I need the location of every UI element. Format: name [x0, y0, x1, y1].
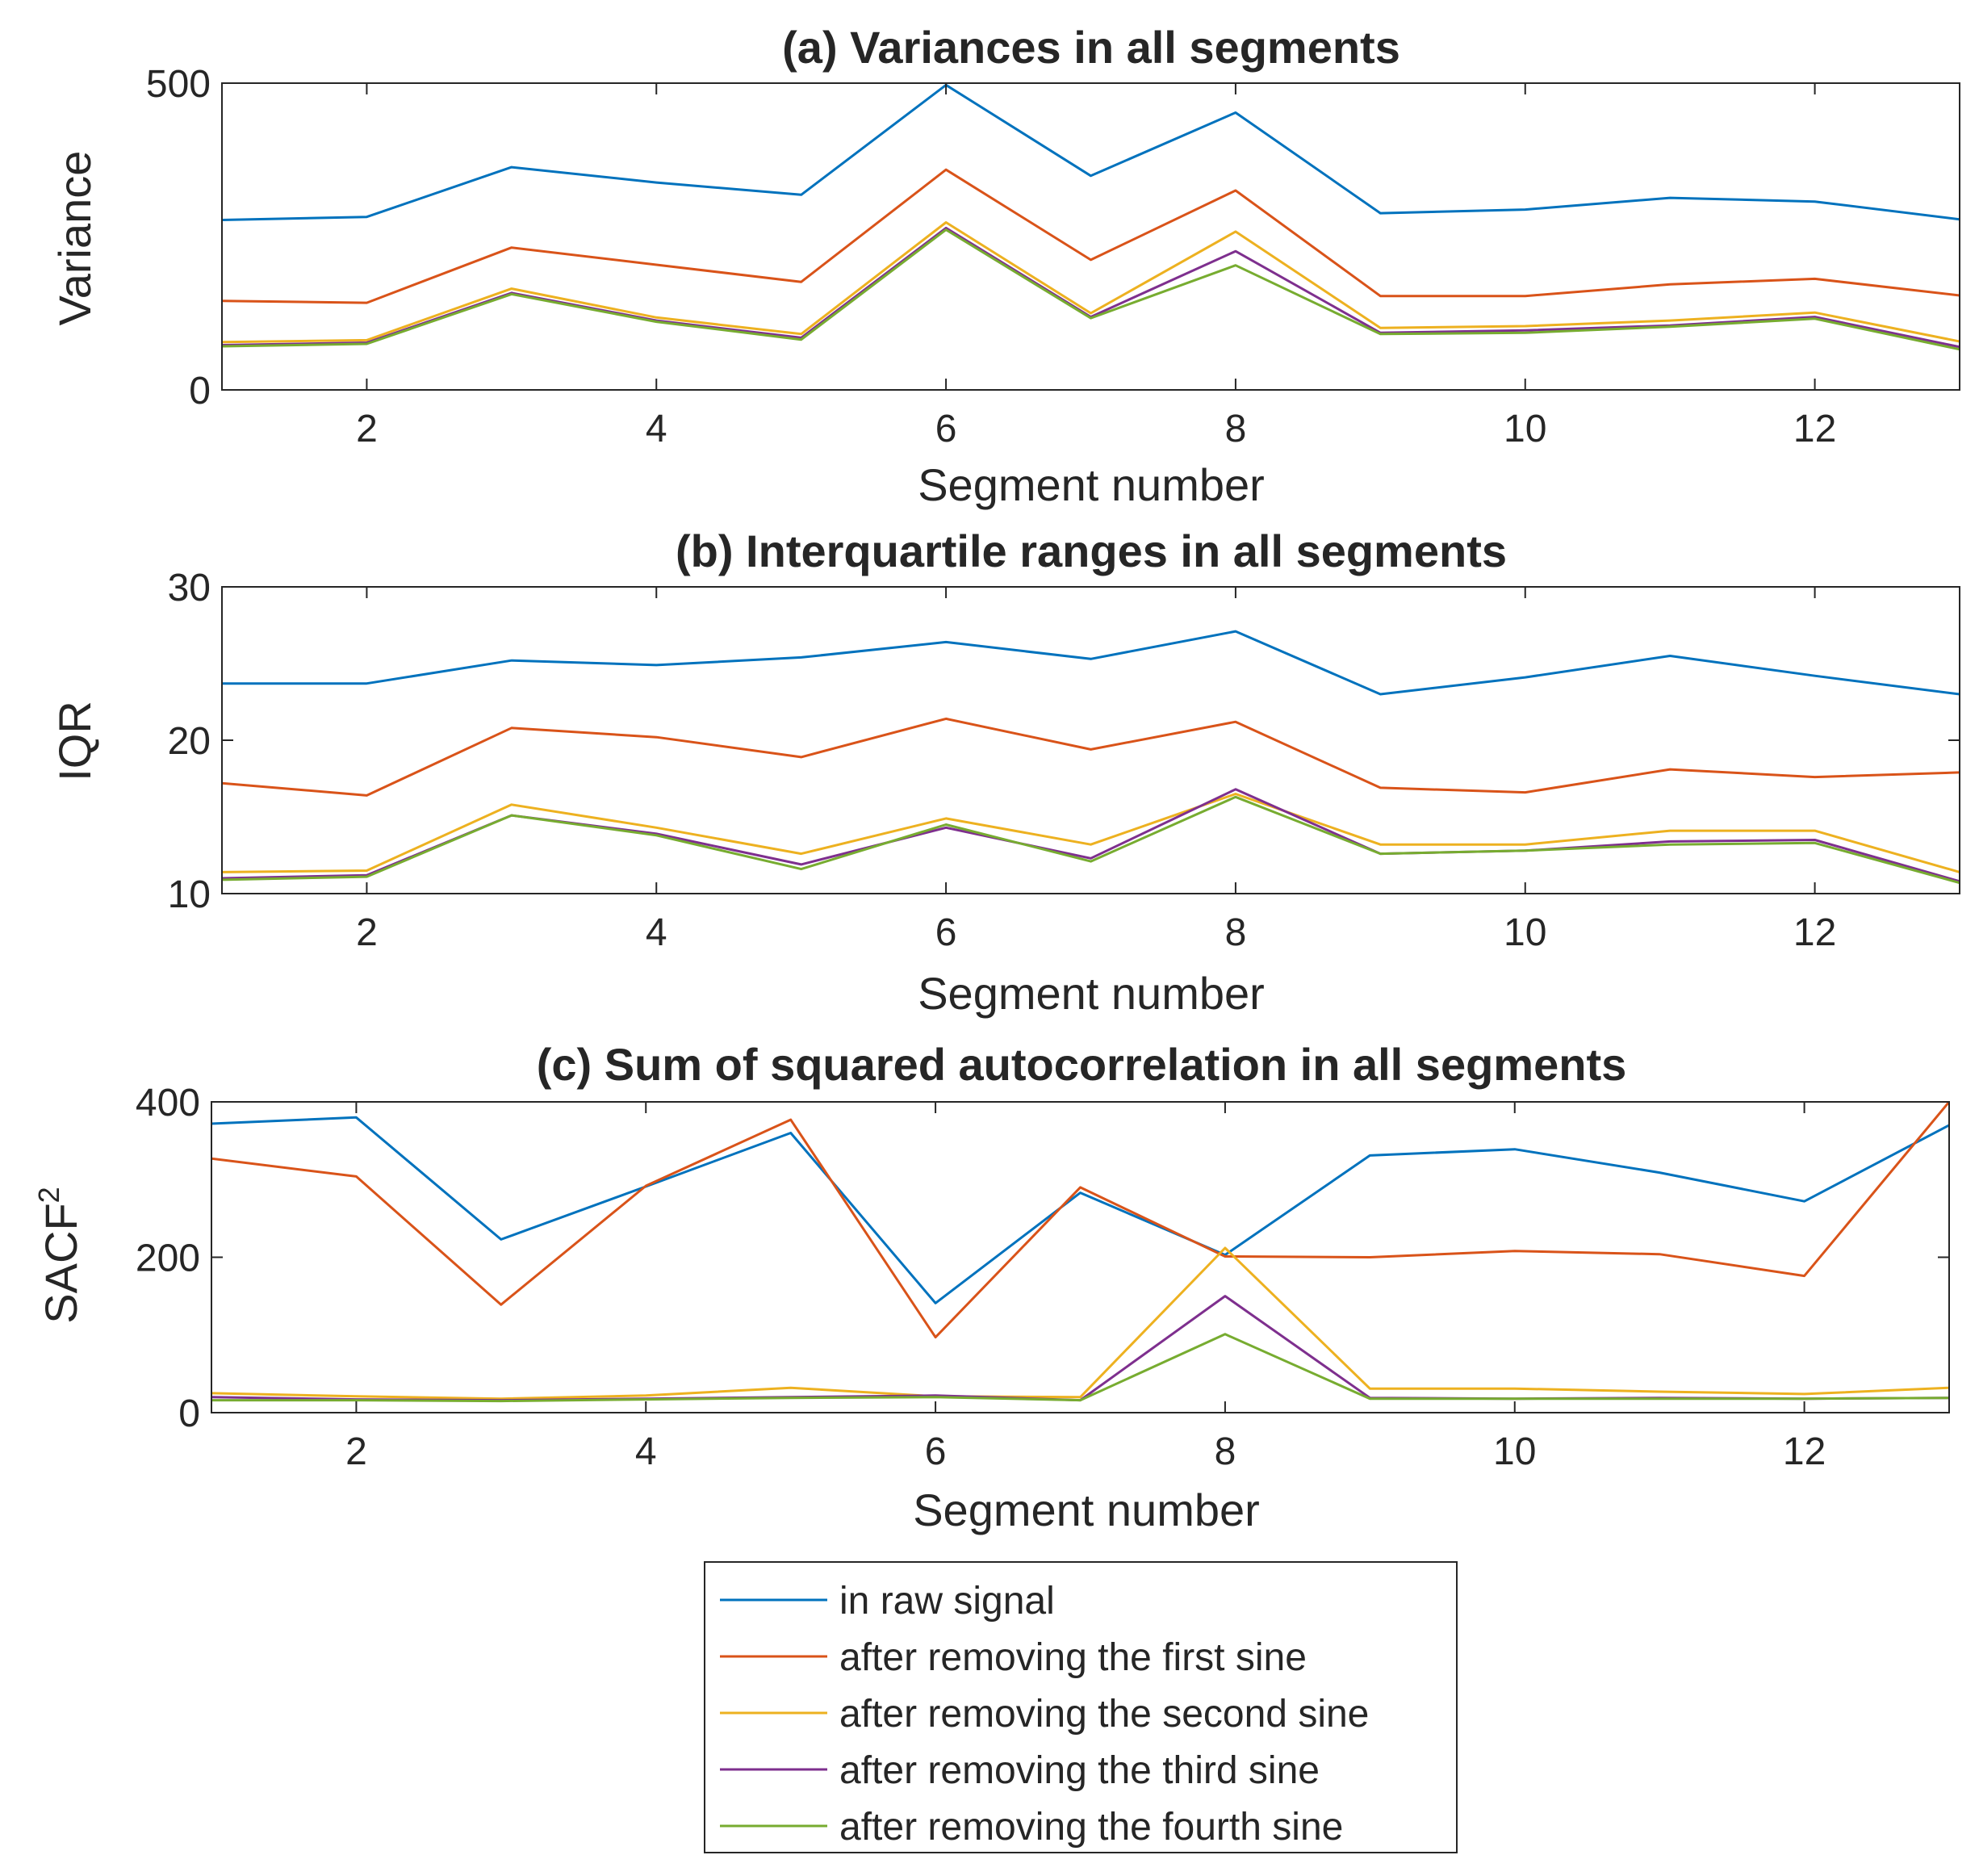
y-tick-label: 200: [136, 1237, 200, 1280]
x-tick-label: 8: [1215, 1430, 1236, 1473]
y-tick-label: 400: [136, 1082, 200, 1124]
plot-area: [211, 1102, 1949, 1413]
x-tick-label: 10: [1504, 911, 1546, 954]
series-line-after-removing-the-fourth-sine: [211, 1333, 1949, 1403]
legend-item-after-removing-the-third-sine: after removing the third sine: [720, 1749, 1320, 1792]
x-tick-label: 4: [635, 1430, 657, 1473]
y-tick-label: 30: [168, 567, 211, 609]
legend-box: [704, 1561, 1458, 1853]
legend-label: after removing the third sine: [839, 1749, 1320, 1792]
x-tick-label: 4: [646, 911, 667, 954]
x-tick-label: 6: [935, 408, 957, 450]
y-axis-label: IQR: [49, 701, 100, 781]
series-line-after-removing-the-first-sine: [211, 1101, 1949, 1339]
series-line-in-raw-signal: [222, 83, 1960, 221]
series-group: [211, 1101, 1949, 1403]
y-tick-label: 10: [168, 873, 211, 916]
x-tick-label: 12: [1783, 1430, 1826, 1473]
legend-item-after-removing-the-second-sine: after removing the second sine: [720, 1693, 1369, 1736]
legend-item-after-removing-the-fourth-sine: after removing the fourth sine: [720, 1806, 1343, 1849]
chart-title: (c) Sum of squared autocorrelation in al…: [537, 1039, 1626, 1090]
y-tick-label: 20: [168, 720, 211, 763]
y-axis-label: SACF2: [32, 1187, 86, 1323]
x-tick-label: 6: [925, 1430, 947, 1473]
legend-item-in-raw-signal: in raw signal: [720, 1580, 1055, 1623]
series-line-after-removing-the-fourth-sine: [222, 228, 1960, 351]
x-tick-label: 2: [356, 408, 378, 450]
y-tick-label: 0: [178, 1392, 200, 1435]
x-axis-label: Segment number: [913, 1484, 1260, 1535]
series-line-after-removing-the-first-sine: [222, 717, 1960, 797]
y-axis-label-superscript: 2: [32, 1187, 65, 1203]
y-axis-label: Variance: [49, 151, 100, 326]
x-tick-label: 2: [356, 911, 378, 954]
y-tick-label: 0: [189, 370, 211, 412]
x-tick-label: 10: [1493, 1430, 1536, 1473]
legend-label: after removing the second sine: [839, 1693, 1369, 1736]
x-tick-label: 12: [1793, 911, 1836, 954]
x-axis-label: Segment number: [918, 459, 1265, 510]
legend-label: after removing the first sine: [839, 1636, 1307, 1679]
x-tick-label: 10: [1504, 408, 1546, 450]
legend-label: in raw signal: [839, 1580, 1055, 1623]
chart-variance: (a) Variances in all segments Variance S…: [49, 22, 1960, 510]
x-tick-label: 6: [935, 911, 957, 954]
plot-area: [222, 83, 1960, 390]
x-tick-label: 4: [646, 408, 667, 450]
chart-sacf: (c) Sum of squared autocorrelation in al…: [32, 1039, 1950, 1535]
series-line-after-removing-the-second-sine: [222, 221, 1960, 344]
series-line-after-removing-the-second-sine: [222, 793, 1960, 873]
chart-title: (b) Interquartile ranges in all segments: [676, 526, 1507, 576]
series-group: [222, 83, 1960, 351]
series-line-after-removing-the-first-sine: [222, 168, 1960, 304]
x-tick-label: 8: [1225, 911, 1247, 954]
legend: in raw signal after removing the first si…: [704, 1561, 1458, 1853]
y-tick-label: 500: [146, 63, 211, 106]
series-line-after-removing-the-fourth-sine: [222, 795, 1960, 885]
y-axis-label-base: SACF: [36, 1203, 86, 1323]
series-line-in-raw-signal: [211, 1116, 1949, 1304]
x-axis-label: Segment number: [918, 968, 1265, 1019]
x-tick-label: 12: [1793, 408, 1836, 450]
axes-box: [221, 82, 1960, 391]
chart-title: (a) Variances in all segments: [782, 22, 1400, 73]
series-group: [222, 630, 1960, 885]
legend-label: after removing the fourth sine: [839, 1806, 1343, 1849]
series-line-after-removing-the-second-sine: [211, 1246, 1949, 1401]
series-line-in-raw-signal: [222, 630, 1960, 696]
legend-item-after-removing-the-first-sine: after removing the first sine: [720, 1636, 1307, 1679]
x-tick-label: 2: [345, 1430, 367, 1473]
x-tick-label: 8: [1225, 408, 1247, 450]
chart-iqr: (b) Interquartile ranges in all segments…: [49, 526, 1960, 1019]
